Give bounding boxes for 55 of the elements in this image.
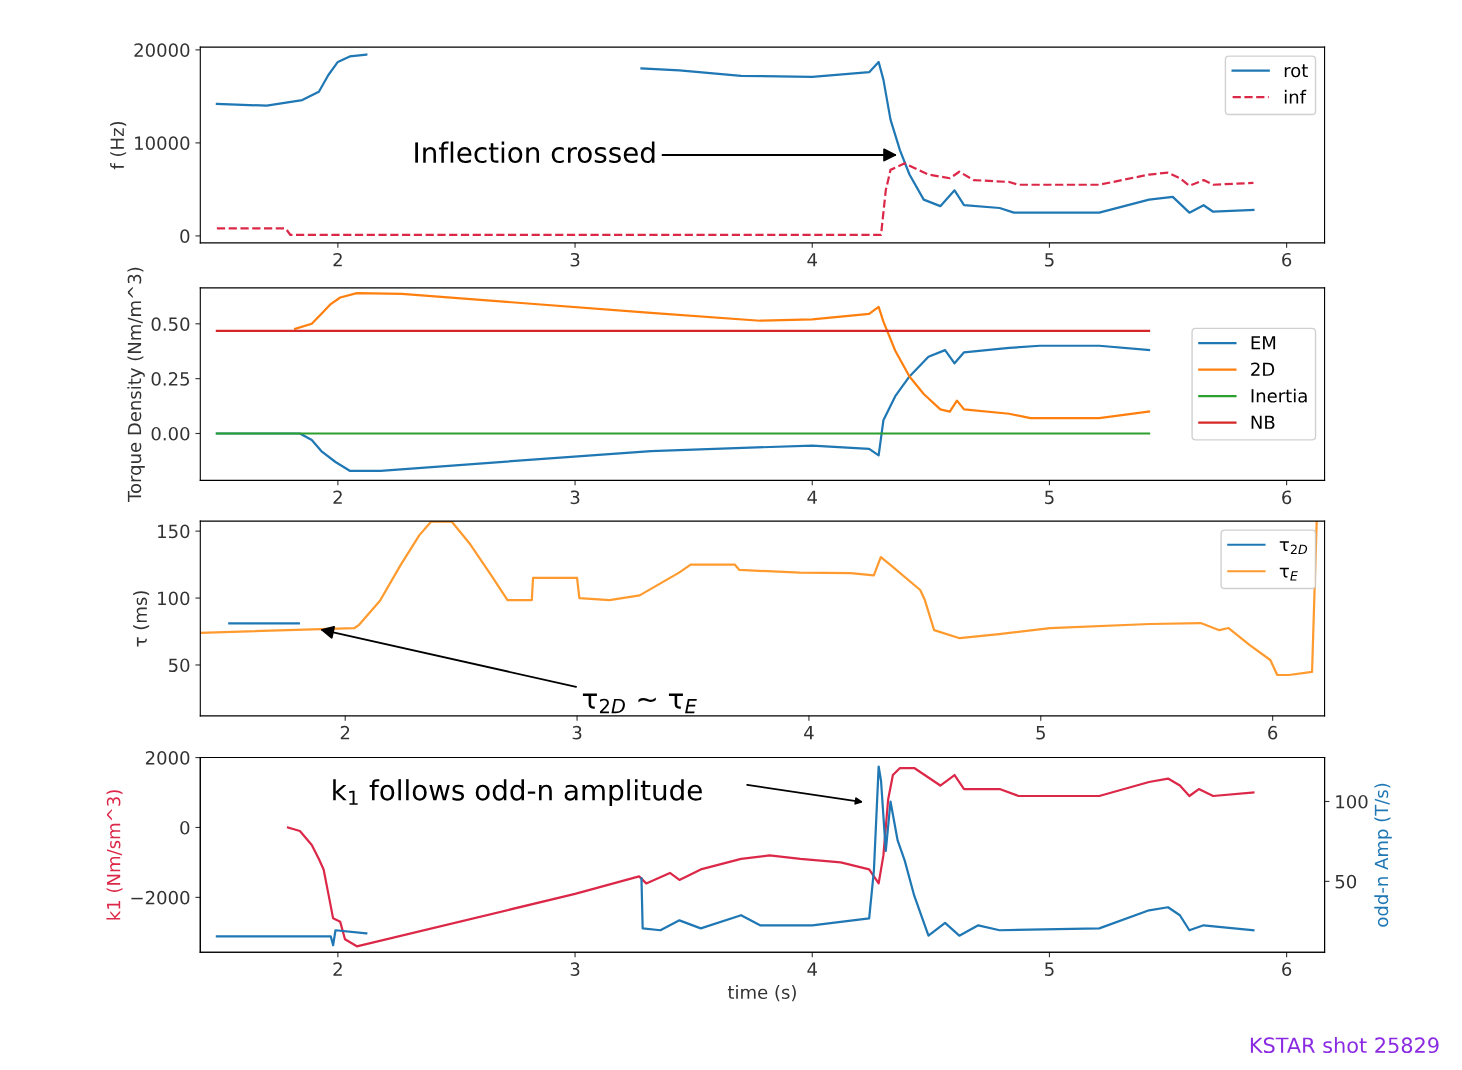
x-tick-label: 2 xyxy=(333,490,342,504)
legend-label: NB xyxy=(1251,415,1275,429)
y2-tick-label: 50 xyxy=(1335,874,1357,889)
x-tick-label: 5 xyxy=(1045,253,1054,267)
line-series xyxy=(200,521,1318,677)
y-tick-label: 2000 xyxy=(145,751,190,765)
line-series xyxy=(215,162,1255,237)
x-tick-label: 4 xyxy=(807,962,817,976)
annotation: Inflection crossed xyxy=(415,141,655,164)
x-tick-label: 3 xyxy=(570,490,580,505)
annotation: k$_{1}$ follows odd-n amplitude xyxy=(333,779,702,807)
y-axis-title: τ (ms) xyxy=(133,591,150,647)
legend-label: 2D xyxy=(1251,362,1275,376)
y-tick-label: 0 xyxy=(180,229,190,244)
y-axis-title: Torque Density (Nm/m^3) xyxy=(127,267,145,503)
y-tick-label: 0 xyxy=(180,820,190,835)
line-series xyxy=(294,291,1151,420)
x-tick-label: 4 xyxy=(807,490,817,504)
text: KSTAR shot 25829 xyxy=(1250,1037,1439,1054)
x-tick-label: 6 xyxy=(1268,725,1278,740)
y-tick-label: 10000 xyxy=(135,136,190,151)
x-tick-label: 6 xyxy=(1282,490,1292,505)
legend-label: rot xyxy=(1284,64,1308,78)
x-tick-label: 6 xyxy=(1282,252,1292,267)
y2-axis-title: odd-n Amp (T/s) xyxy=(1374,783,1392,927)
x-tick-label: 3 xyxy=(570,962,580,976)
x-tick-label: 2 xyxy=(333,962,342,976)
x-tick-label: 5 xyxy=(1045,962,1054,976)
x-tick-label: 6 xyxy=(1282,962,1292,976)
x-tick-label: 4 xyxy=(804,726,814,740)
y-tick-label: 100 xyxy=(158,591,190,606)
legend-label: τ$_{E}$ xyxy=(1279,567,1298,581)
x-tick-label: 5 xyxy=(1036,726,1045,740)
x-tick-label: 4 xyxy=(807,253,817,267)
y-axis-title: f (Hz) xyxy=(110,121,127,170)
x-tick-label: 2 xyxy=(340,725,350,740)
y-tick-label: 0.25 xyxy=(151,372,189,386)
legend-label: inf xyxy=(1284,89,1307,104)
y-tick-label: 50 xyxy=(168,658,190,673)
annotation: τ$_{2D}$ ~ τ$_{E}$ xyxy=(582,693,697,714)
legend-label: EM xyxy=(1251,336,1276,350)
x-tick-label: 2 xyxy=(333,252,342,267)
x-tick-label: 3 xyxy=(570,252,580,267)
x-axis-title: time (s) xyxy=(727,985,796,1002)
y-tick-label: 0.50 xyxy=(151,317,190,331)
y-tick-label: −2000 xyxy=(131,890,190,905)
y-tick-label: 20000 xyxy=(134,43,190,57)
x-tick-label: 3 xyxy=(572,725,582,740)
y-tick-label: 150 xyxy=(158,524,190,539)
legend-label: τ$_{2D}$ xyxy=(1279,541,1308,554)
y-axis-title: k1 (Nm/sm^3) xyxy=(106,790,123,920)
legend-label: Inertia xyxy=(1251,388,1307,403)
y-tick-label: 0.00 xyxy=(151,426,190,441)
y2-tick-label: 100 xyxy=(1336,794,1368,809)
x-tick-label: 5 xyxy=(1045,490,1054,505)
